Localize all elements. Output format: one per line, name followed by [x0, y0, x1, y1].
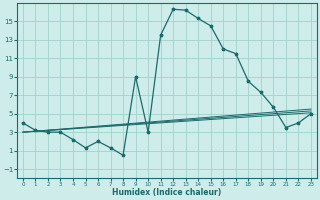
- X-axis label: Humidex (Indice chaleur): Humidex (Indice chaleur): [112, 188, 221, 197]
